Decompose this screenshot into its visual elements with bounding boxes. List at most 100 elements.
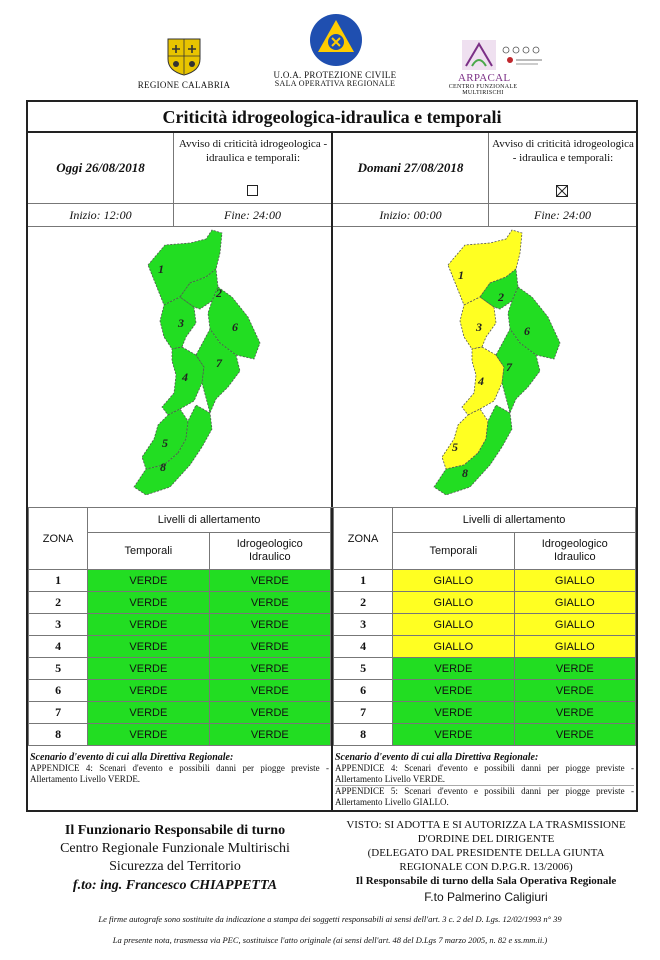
protezione-civile-label-2: SALA OPERATIVA REGIONALE: [274, 79, 396, 88]
tomorrow-idro-cell: GIALLO: [513, 569, 637, 592]
tomorrow-table-row: 8 VERDE VERDE: [332, 723, 637, 746]
today-table-row: 6 VERDE VERDE: [27, 679, 332, 702]
today-temporali-cell: VERDE: [87, 679, 210, 702]
tomorrow-col-idro: Idrogeologico Idraulico: [513, 532, 637, 570]
tomorrow-header-sep: [488, 133, 489, 203]
today-time-sep: [173, 204, 174, 226]
footer-left-line2: Centro Regionale Funzionale Multirischi: [60, 841, 290, 856]
header: REGIONE CALABRIA U.O.A. PROTEZIONE CIVIL…: [0, 0, 660, 98]
today-calabria-map: 1 2 3 4 5 6 7 8: [133, 229, 261, 496]
tomorrow-alert-table: ZONA Livelli di allertamento Temporali I…: [332, 507, 637, 746]
today-idro-cell: VERDE: [208, 723, 332, 746]
tomorrow-temporali-cell: VERDE: [392, 701, 515, 724]
today-zone-7: [195, 328, 241, 415]
tomorrow-zona-cell: 7: [332, 701, 394, 724]
today-scenario-title: Scenario d'evento di cui alla Direttiva …: [30, 752, 234, 763]
footer-right-line4: REGIONALE CON D.P.G.R. 13/2006): [399, 861, 573, 873]
tomorrow-temporali-cell: GIALLO: [392, 569, 515, 592]
note-pec: La presente nota, trasmessa via PEC, sos…: [112, 935, 548, 945]
footer-right-line1: VISTO: SI ADOTTA E SI AUTORIZZA LA TRASM…: [346, 819, 626, 831]
today-header: Oggi 26/08/2018 Avviso di criticità idro…: [28, 133, 331, 203]
footer-right-line3: (DELEGATO DAL PRESIDENTE DELLA GIUNTA: [367, 847, 605, 859]
today-idro-cell: VERDE: [208, 591, 332, 614]
tomorrow-scenario-text-1: APPENDICE 4: Scenari d'evento e possibil…: [335, 763, 634, 786]
today-scenario: Scenario d'evento di cui alla Direttiva …: [30, 752, 329, 785]
today-zona-cell: 8: [27, 723, 89, 746]
today-zone-8: [133, 404, 213, 496]
tomorrow-table-row: 3 GIALLO GIALLO: [332, 613, 637, 636]
tomorrow-zona-cell: 1: [332, 569, 394, 592]
tomorrow-header: Domani 27/08/2018 Avviso di criticità id…: [333, 133, 636, 203]
today-temporali-cell: VERDE: [87, 569, 210, 592]
today-temporali-cell: VERDE: [87, 591, 210, 614]
today-table-row: 7 VERDE VERDE: [27, 701, 332, 724]
today-zone-label: 7: [216, 356, 223, 370]
tomorrow-time-row: Inizio: 00:00 Fine: 24:00: [333, 203, 636, 227]
footer-left: Il Funzionario Responsabile di turno Cen…: [40, 822, 310, 896]
today-zona-label: ZONA: [42, 532, 74, 545]
today-date: Oggi 26/08/2018: [56, 160, 145, 175]
today-zona-cell: 1: [27, 569, 89, 592]
today-temporali-cell: VERDE: [87, 723, 210, 746]
tomorrow-table-row: 4 GIALLO GIALLO: [332, 635, 637, 658]
tomorrow-date: Domani 27/08/2018: [357, 160, 464, 175]
center-divider: [331, 133, 333, 812]
today-avviso: Avviso di criticità idrogeologica - idra…: [178, 138, 328, 164]
protezione-civile-label-1: U.O.A. PROTEZIONE CIVILE: [273, 70, 397, 80]
tomorrow-idro-cell: VERDE: [513, 701, 637, 724]
today-scenario-text: APPENDICE 4: Scenari d'evento e possibil…: [30, 763, 329, 784]
tomorrow-zone-8: [433, 404, 513, 496]
today-table-row: 8 VERDE VERDE: [27, 723, 332, 746]
today-idro-cell: VERDE: [208, 635, 332, 658]
tomorrow-col-temporali: Temporali: [392, 532, 515, 570]
today-zona-cell: 7: [27, 701, 89, 724]
footer-right-line2: D'ORDINE DEL DIRIGENTE: [417, 833, 555, 845]
today-zone-label: 5: [162, 436, 168, 450]
today-zona-header: ZONA: [27, 507, 89, 570]
today-temporali-cell: VERDE: [87, 657, 210, 680]
arpacal-label: ARPACAL: [458, 72, 511, 84]
footer-right-line6: F.to Palmerino Caligiuri: [424, 890, 548, 904]
today-zone-label: 2: [215, 286, 222, 300]
tomorrow-zona-cell: 8: [332, 723, 394, 746]
tomorrow-temporali-cell: VERDE: [392, 723, 515, 746]
arpacal-sublabel: CENTRO FUNZIONALE MULTIRISCHI: [448, 84, 518, 96]
regione-calabria-label: REGIONE CALABRIA: [137, 80, 231, 90]
today-zone-label: 1: [158, 262, 164, 276]
tomorrow-table-row: 1 GIALLO GIALLO: [332, 569, 637, 592]
today-zone-label: 8: [160, 460, 166, 474]
tomorrow-zone-label: 3: [475, 320, 482, 334]
tomorrow-zone-label: 5: [452, 440, 458, 454]
footer-left-line3: Sicurezza del Territorio: [109, 859, 241, 874]
tomorrow-livelli-header: Livelli di allertamento: [392, 507, 636, 533]
footer-left-line1: Il Funzionario Responsabile di turno: [64, 823, 286, 838]
today-zone-label: 4: [181, 370, 188, 384]
today-temporali-cell: VERDE: [87, 701, 210, 724]
today-temporali-cell: VERDE: [87, 613, 210, 636]
today-avviso-checkbox[interactable]: [247, 185, 258, 196]
today-table-row: 5 VERDE VERDE: [27, 657, 332, 680]
tomorrow-temporali-cell: VERDE: [392, 657, 515, 680]
today-table-row: 2 VERDE VERDE: [27, 591, 332, 614]
page-title: Criticità idrogeologica-idraulica e temp…: [162, 107, 502, 127]
tomorrow-idro-cell: VERDE: [513, 723, 637, 746]
tomorrow-calabria-map: 1 2 3 4 5 6 7 8: [433, 229, 561, 496]
today-table-row: 3 VERDE VERDE: [27, 613, 332, 636]
title-divider: [26, 131, 638, 133]
today-col-idro-2: Idraulico: [248, 551, 291, 563]
tomorrow-idro-cell: GIALLO: [513, 635, 637, 658]
tomorrow-zona-cell: 5: [332, 657, 394, 680]
today-table-row: 1 VERDE VERDE: [27, 569, 332, 592]
today-alert-table: ZONA Livelli di allertamento Temporali I…: [27, 507, 332, 746]
today-idro-cell: VERDE: [208, 569, 332, 592]
tomorrow-zona-cell: 4: [332, 635, 394, 658]
tomorrow-temporali-cell: GIALLO: [392, 635, 515, 658]
tomorrow-avviso-checkbox[interactable]: [556, 185, 568, 197]
today-col-idro-1: Idrogeologico: [236, 538, 303, 550]
tomorrow-zone-label: 4: [477, 374, 484, 388]
today-livelli-header: Livelli di allertamento: [87, 507, 331, 533]
tomorrow-zona-label: ZONA: [347, 532, 379, 545]
tomorrow-table-row: 6 VERDE VERDE: [332, 679, 637, 702]
regione-calabria-crest-icon: [167, 38, 201, 76]
tomorrow-zone-label: 1: [458, 268, 464, 282]
